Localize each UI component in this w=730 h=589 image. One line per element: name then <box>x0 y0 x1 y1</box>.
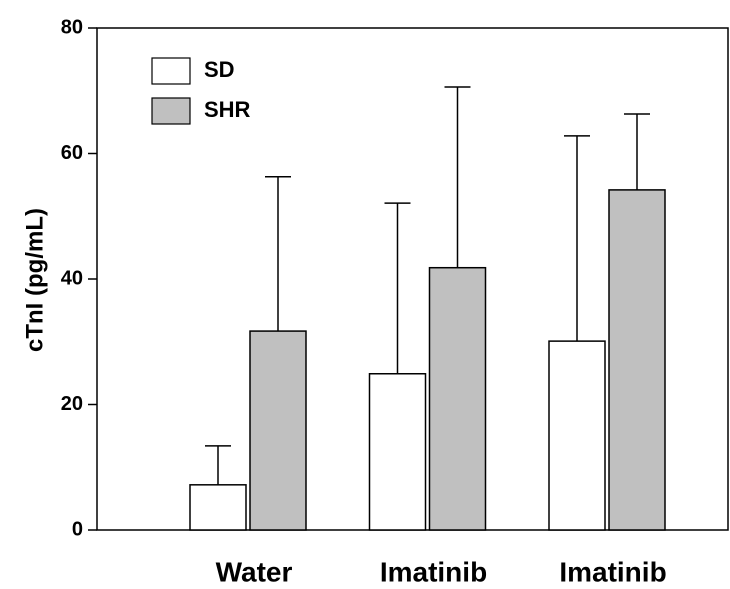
y-tick-label: 20 <box>61 393 83 415</box>
y-tick-label: 80 <box>61 16 83 38</box>
legend-label: SD <box>204 57 235 82</box>
y-axis-label: cTnI (pg/mL) <box>21 208 48 352</box>
bar <box>249 330 307 531</box>
bar <box>189 484 247 531</box>
y-tick-label: 40 <box>61 267 83 289</box>
legend-swatch <box>151 57 191 85</box>
bar <box>428 266 487 531</box>
bar <box>368 373 427 531</box>
x-tick-label: Water <box>216 556 293 587</box>
y-tick-label: 0 <box>72 518 83 540</box>
bar <box>548 340 606 531</box>
x-tick-label: Imatinib <box>380 556 487 587</box>
legend-swatch <box>151 97 191 125</box>
y-tick-label: 60 <box>61 142 83 164</box>
x-tick-label: Imatinib <box>559 556 666 587</box>
legend-label: SHR <box>204 97 251 122</box>
plot-frame <box>96 27 729 531</box>
bar <box>608 189 666 531</box>
